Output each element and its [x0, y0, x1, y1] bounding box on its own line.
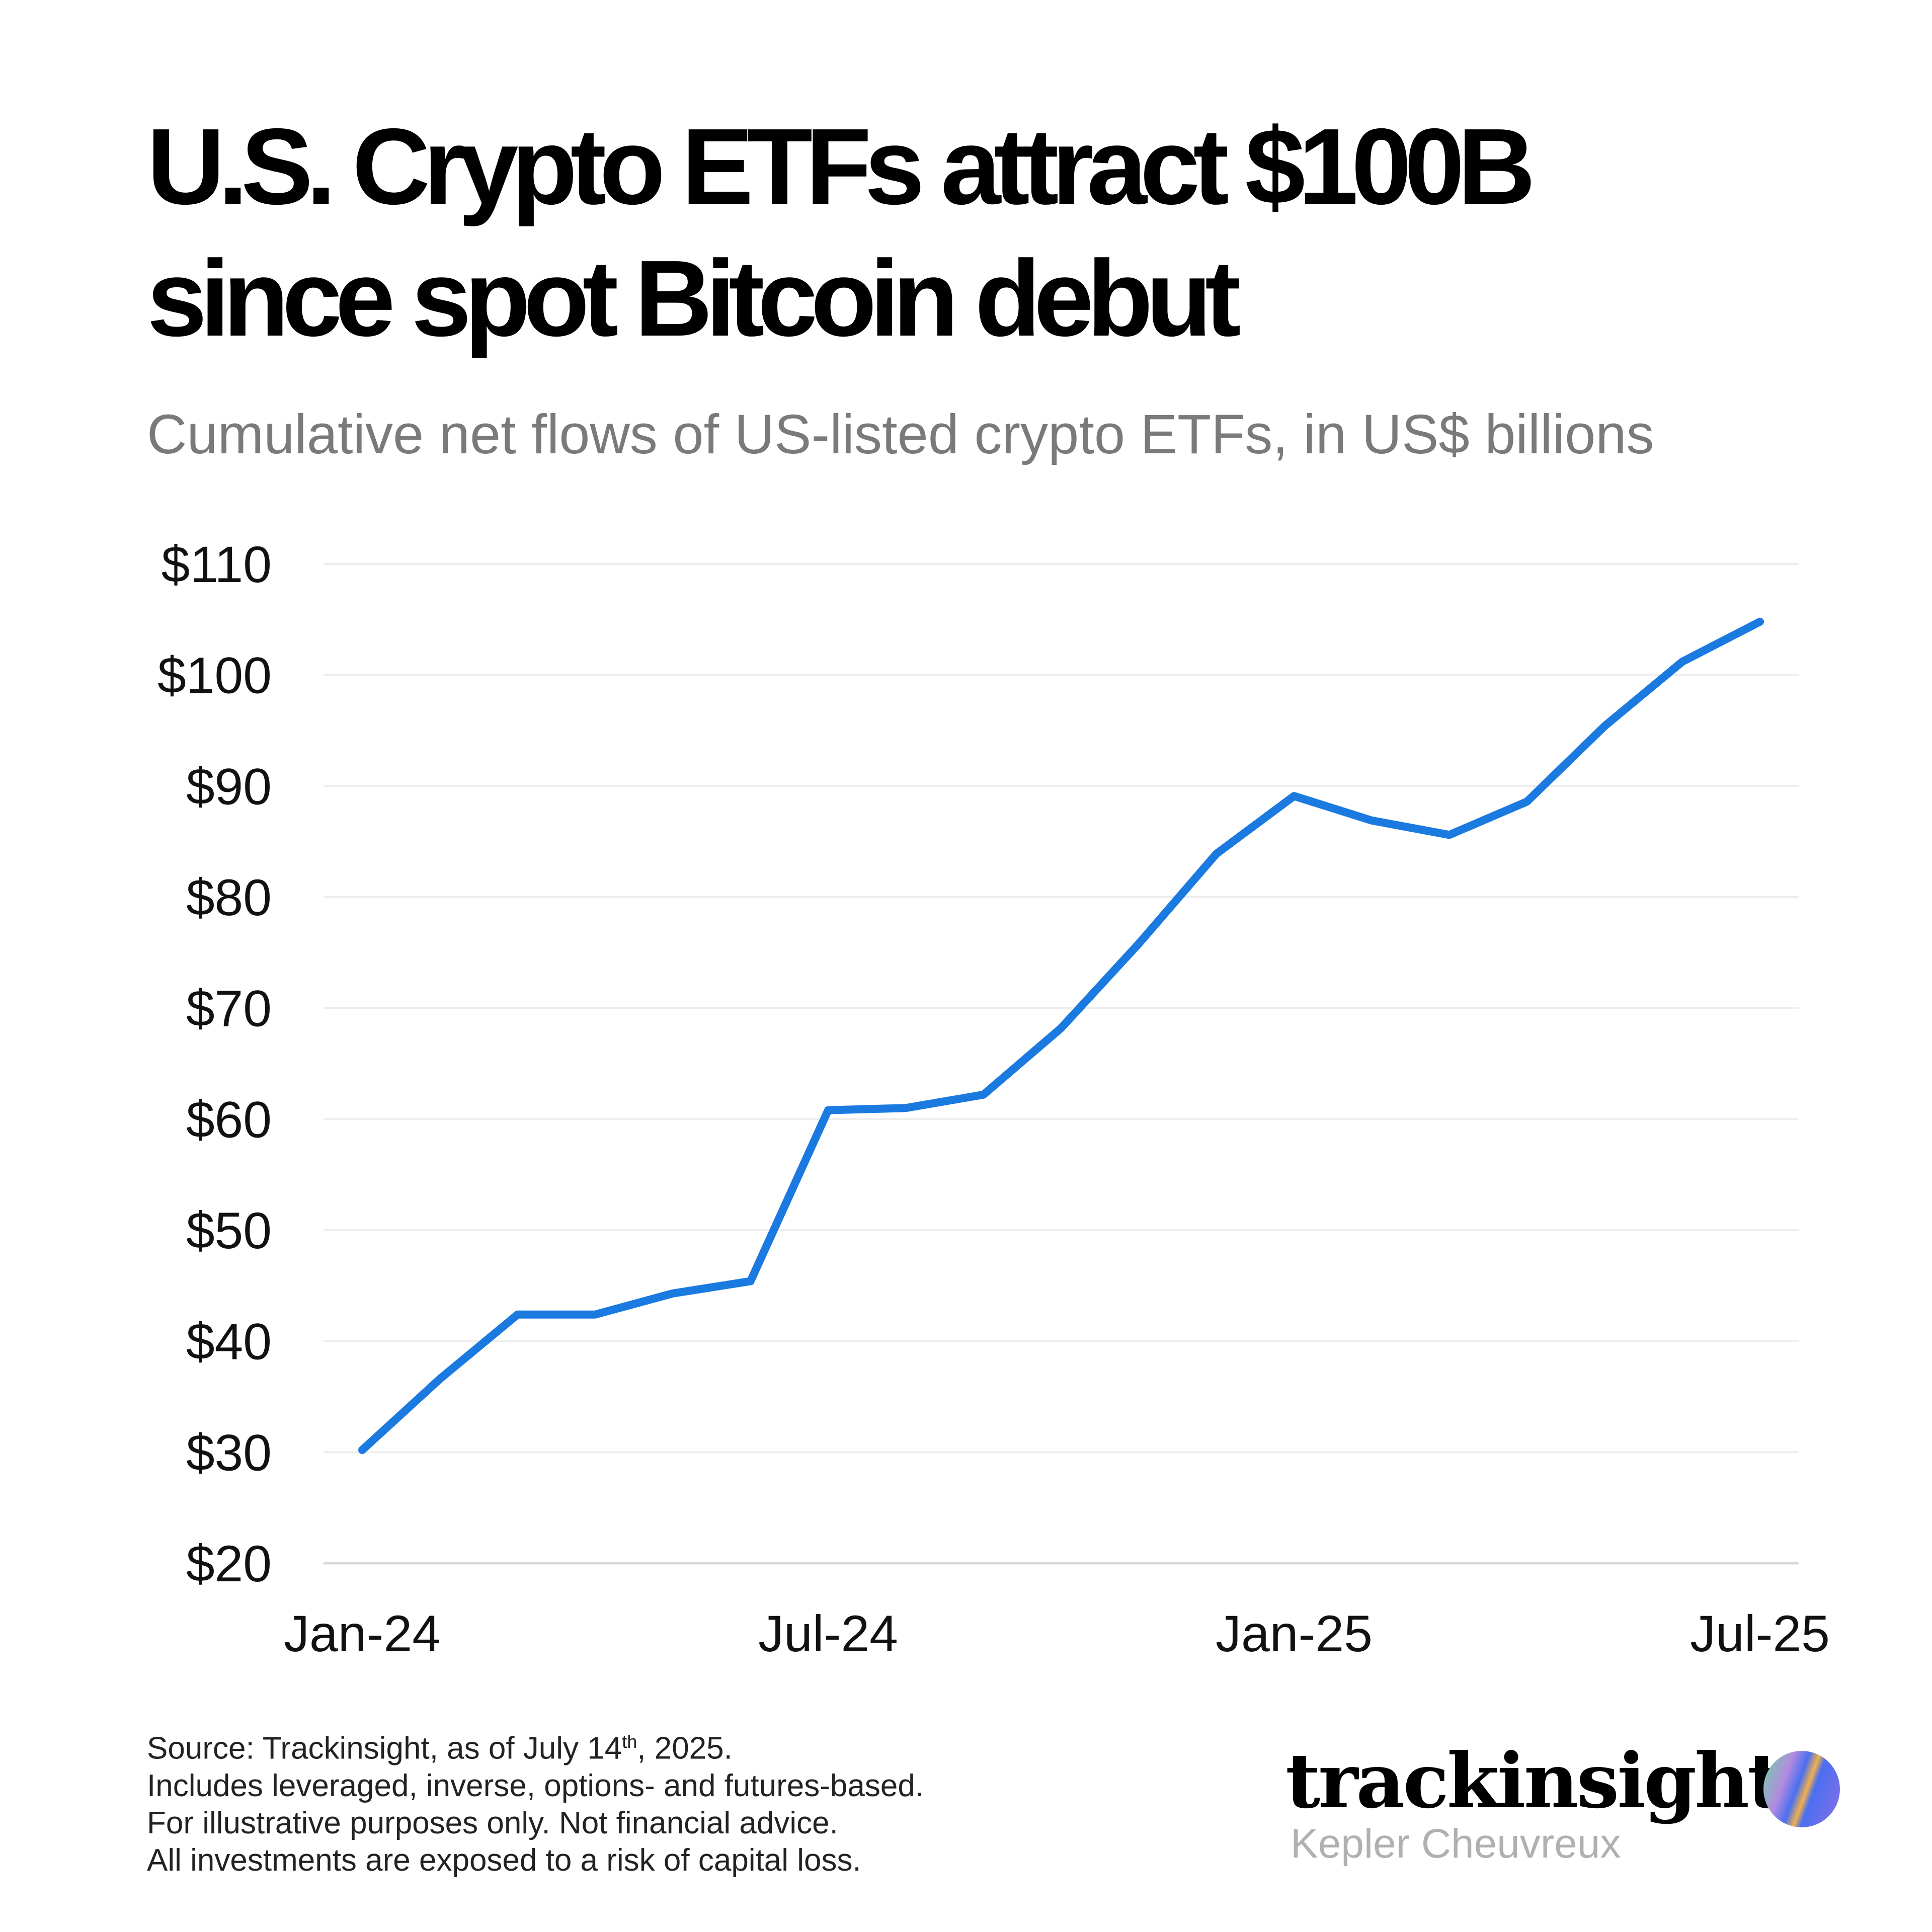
y-tick-label: $100 [157, 647, 272, 704]
trackinsight-logo: trackinsight Kepler Cheuvreux [1285, 1737, 1782, 1867]
source-note: Source: Trackinsight, as of July 14th, 2… [147, 1731, 733, 1766]
footer-line: All investments are exposed to a risk of… [147, 1842, 861, 1878]
x-tick-label: Jul-24 [758, 1605, 898, 1662]
y-tick-label: $60 [186, 1091, 272, 1148]
y-tick-label: $80 [186, 869, 272, 926]
y-tick-label: $110 [162, 536, 272, 593]
footer-notes: Source: Trackinsight, as of July 14th, 2… [147, 1723, 924, 1879]
title-line-2: since spot Bitcoin debut [147, 237, 1241, 359]
logo-orb-icon [1763, 1751, 1840, 1827]
y-tick-label: $20 [186, 1535, 272, 1592]
x-tick-label: Jan-24 [284, 1605, 441, 1662]
y-tick-label: $90 [186, 758, 272, 815]
footer-line: Includes leveraged, inverse, options- an… [147, 1768, 924, 1803]
series-line [358, 617, 1764, 1454]
chart-subtitle: Cumulative net flows of US-listed crypto… [147, 404, 1654, 465]
y-tick-label: $40 [186, 1313, 272, 1371]
title-line-1: U.S. Crypto ETFs attract $100B [147, 106, 1536, 227]
logo-subtitle: Kepler Cheuvreux [1291, 1821, 1621, 1867]
y-tick-label: $50 [186, 1202, 272, 1259]
logo-wordmark: trackinsight [1285, 1737, 1782, 1825]
y-tick-label: $30 [186, 1424, 272, 1481]
footer-line: For illustrative purposes only. Not fina… [147, 1805, 838, 1840]
x-tick-label: Jan-25 [1216, 1605, 1373, 1662]
y-tick-label: $70 [186, 980, 272, 1037]
chart-title: U.S. Crypto ETFs attract $100B since spo… [147, 101, 1536, 364]
x-tick-label: Jul-25 [1690, 1605, 1830, 1662]
